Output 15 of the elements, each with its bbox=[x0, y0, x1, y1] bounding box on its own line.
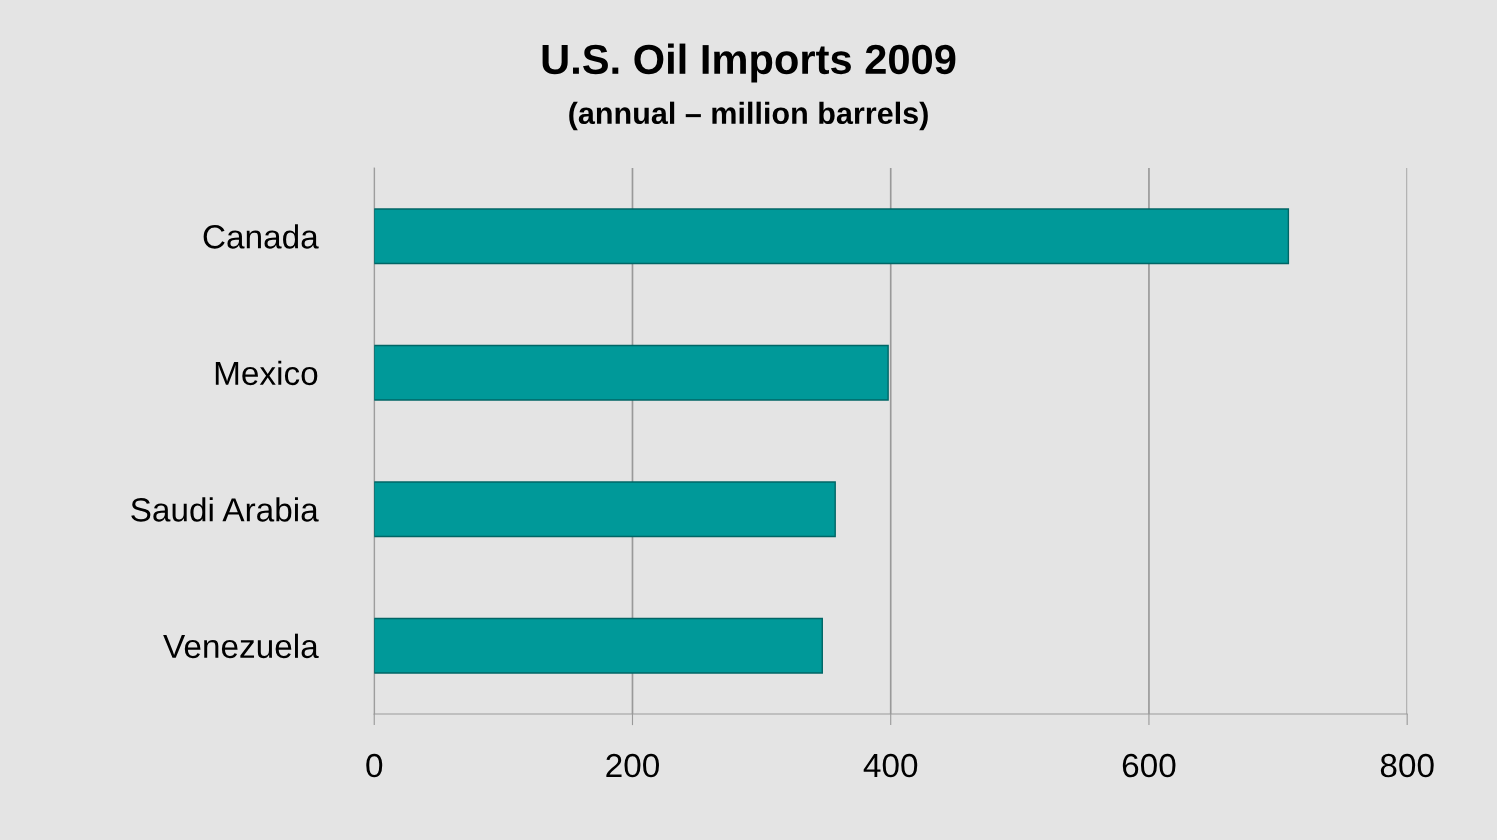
bar bbox=[374, 481, 836, 538]
bar bbox=[374, 208, 1290, 265]
y-tick-label: Saudi Arabia bbox=[131, 497, 319, 522]
x-tick-label: 0 bbox=[366, 753, 383, 778]
bar bbox=[374, 617, 823, 674]
bar bbox=[374, 344, 889, 401]
x-tick-label: 600 bbox=[1122, 753, 1176, 778]
x-tick-label: 200 bbox=[606, 753, 659, 778]
x-tick-label: 800 bbox=[1380, 753, 1434, 778]
y-tick-label: Canada bbox=[203, 224, 319, 249]
chart-subtitle: (annual – million barrels) bbox=[569, 101, 928, 131]
y-tick-label: Venezuela bbox=[163, 633, 319, 659]
y-tick-label: Mexico bbox=[215, 360, 318, 386]
x-tick-label: 400 bbox=[863, 753, 918, 778]
chart-title: U.S. Oil Imports 2009 bbox=[542, 43, 956, 83]
